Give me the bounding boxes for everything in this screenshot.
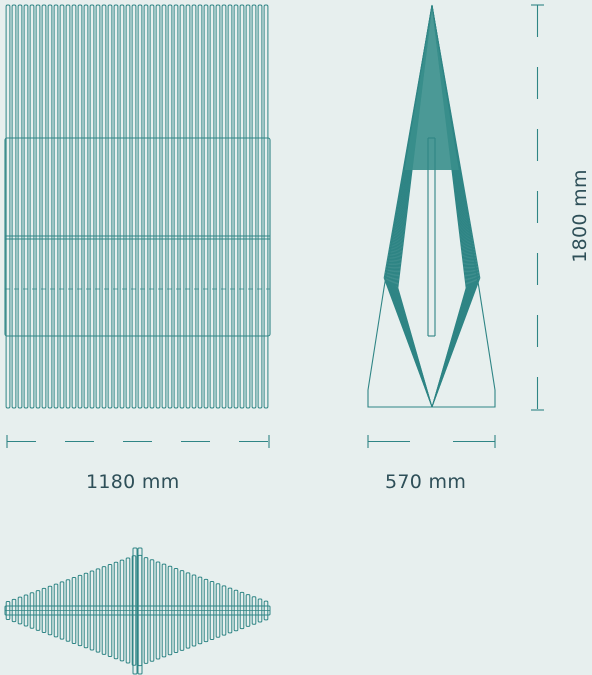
front-tube bbox=[245, 4, 251, 409]
front-tube bbox=[41, 4, 47, 409]
front-tube bbox=[191, 4, 197, 409]
side-cord bbox=[431, 4, 481, 408]
front-tube bbox=[23, 4, 29, 409]
front-tube bbox=[179, 4, 185, 409]
front-tube bbox=[89, 4, 95, 409]
front-tube bbox=[101, 4, 107, 409]
side-view-upper-fill bbox=[404, 5, 460, 170]
front-tube bbox=[227, 4, 233, 409]
front-view bbox=[4, 4, 271, 409]
front-tube bbox=[155, 4, 161, 409]
front-tube bbox=[125, 4, 131, 409]
front-tube bbox=[149, 4, 155, 409]
front-tube bbox=[77, 4, 83, 409]
front-tube bbox=[197, 4, 203, 409]
front-tube bbox=[95, 4, 101, 409]
front-tube bbox=[233, 4, 239, 409]
front-tube bbox=[83, 4, 89, 409]
front-tube bbox=[263, 4, 269, 409]
top-view-tubes bbox=[5, 547, 269, 675]
front-tube bbox=[221, 4, 227, 409]
height-dimension-line bbox=[531, 4, 544, 411]
front-tube bbox=[251, 4, 257, 409]
side-cord bbox=[383, 4, 433, 408]
front-tube bbox=[173, 4, 179, 409]
front-tube bbox=[209, 4, 215, 409]
front-tube bbox=[65, 4, 71, 409]
depth-dimension-line bbox=[367, 435, 496, 448]
side-view bbox=[367, 4, 496, 408]
front-view-tubes bbox=[5, 4, 269, 409]
top-tube-center bbox=[132, 547, 138, 675]
front-tube bbox=[143, 4, 149, 409]
front-tube bbox=[119, 4, 125, 409]
front-tube bbox=[29, 4, 35, 409]
side-view-legs bbox=[367, 4, 496, 408]
front-tube bbox=[53, 4, 59, 409]
top-tube-center bbox=[137, 547, 143, 675]
width-dimension-line bbox=[6, 435, 270, 448]
front-tube bbox=[113, 4, 119, 409]
front-tube bbox=[107, 4, 113, 409]
front-tube bbox=[161, 4, 167, 409]
front-tube bbox=[11, 4, 17, 409]
front-tube bbox=[47, 4, 53, 409]
front-tube bbox=[131, 4, 137, 409]
top-view bbox=[4, 547, 271, 675]
front-tube bbox=[185, 4, 191, 409]
front-tube bbox=[203, 4, 209, 409]
depth-dimension-label: 570 mm bbox=[385, 471, 467, 493]
width-dimension-label: 1180 mm bbox=[86, 471, 180, 493]
front-tube bbox=[35, 4, 41, 409]
front-view-frame bbox=[4, 137, 271, 337]
front-tube bbox=[137, 4, 143, 409]
front-tube bbox=[167, 4, 173, 409]
front-tube bbox=[59, 4, 65, 409]
front-tube bbox=[239, 4, 245, 409]
front-tube bbox=[257, 4, 263, 409]
front-tube bbox=[17, 4, 23, 409]
front-tube bbox=[71, 4, 77, 409]
height-dimension-label: 1800 mm bbox=[569, 169, 591, 263]
front-tube bbox=[5, 4, 11, 409]
front-tube bbox=[215, 4, 221, 409]
